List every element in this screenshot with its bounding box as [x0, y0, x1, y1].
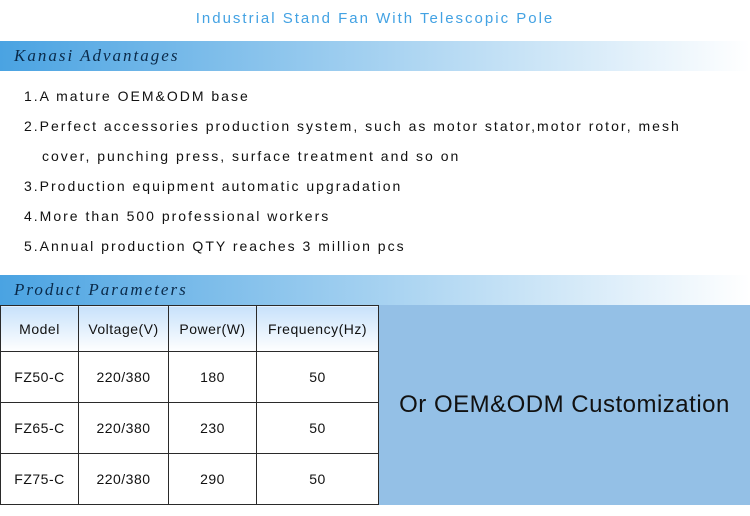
table-cell: FZ65-C	[1, 403, 79, 454]
table-column-header: Frequency(Hz)	[257, 306, 379, 352]
table-cell: FZ50-C	[1, 352, 79, 403]
advantages-list: 1.A mature OEM&ODM base 2.Perfect accesso…	[0, 71, 750, 275]
advantage-item: 3.Production equipment automatic upgrada…	[24, 173, 726, 199]
table-column-header: Voltage(V)	[79, 306, 169, 352]
table-column-header: Model	[1, 306, 79, 352]
customization-note: Or OEM&ODM Customization	[379, 305, 750, 505]
advantage-item: 5.Annual production QTY reaches 3 millio…	[24, 233, 726, 259]
section-header-parameters: Product Parameters	[0, 275, 750, 305]
table-cell: 230	[169, 403, 257, 454]
table-cell: 50	[257, 454, 379, 505]
table-cell: 50	[257, 352, 379, 403]
table-row: FZ50-C220/38018050	[1, 352, 379, 403]
table-cell: 220/380	[79, 454, 169, 505]
table-cell: FZ75-C	[1, 454, 79, 505]
table-cell: 220/380	[79, 352, 169, 403]
advantage-item: cover, punching press, surface treatment…	[24, 143, 726, 169]
table-column-header: Power(W)	[169, 306, 257, 352]
table-row: FZ65-C220/38023050	[1, 403, 379, 454]
section-header-advantages: Kanasi Advantages	[0, 41, 750, 71]
parameters-table: ModelVoltage(V)Power(W)Frequency(Hz) FZ5…	[0, 305, 379, 505]
advantage-item: 2.Perfect accessories production system,…	[24, 113, 726, 139]
table-cell: 220/380	[79, 403, 169, 454]
advantage-item: 4.More than 500 professional workers	[24, 203, 726, 229]
page-title: Industrial Stand Fan With Telescopic Pol…	[0, 0, 750, 41]
advantage-item: 1.A mature OEM&ODM base	[24, 83, 726, 109]
table-header-row: ModelVoltage(V)Power(W)Frequency(Hz)	[1, 306, 379, 352]
table-cell: 50	[257, 403, 379, 454]
table-body: FZ50-C220/38018050FZ65-C220/38023050FZ75…	[1, 352, 379, 505]
parameters-wrap: ModelVoltage(V)Power(W)Frequency(Hz) FZ5…	[0, 305, 750, 505]
table-cell: 180	[169, 352, 257, 403]
table-row: FZ75-C220/38029050	[1, 454, 379, 505]
table-cell: 290	[169, 454, 257, 505]
